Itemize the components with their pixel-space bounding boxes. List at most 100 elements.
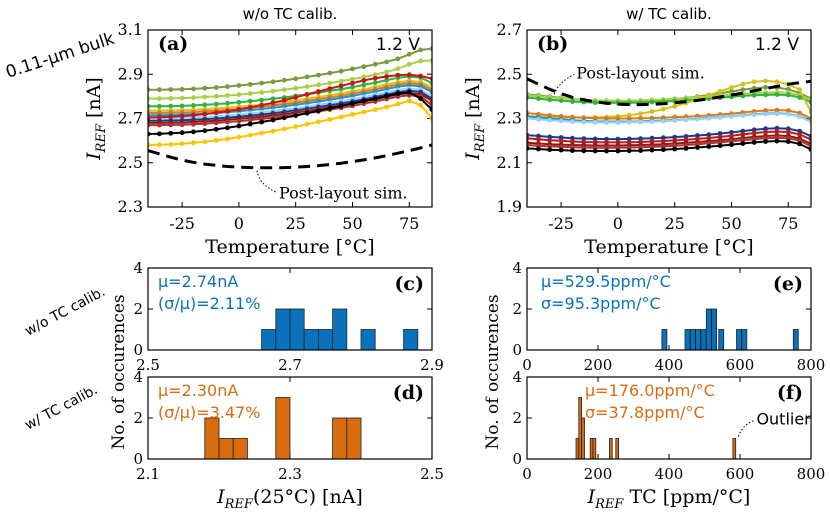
histogram-bar — [741, 329, 748, 351]
histogram-bar — [581, 417, 585, 460]
series-point-s13 — [179, 141, 185, 147]
series-point-s7 — [649, 119, 655, 124]
x-axis-label: Temperature [°C] — [205, 236, 374, 258]
y-tick-label: 2.5 — [118, 153, 143, 172]
series-point-s12 — [536, 146, 541, 152]
series-point-s9 — [740, 132, 746, 137]
series-point-s2 — [327, 80, 333, 86]
series-point-s3 — [558, 98, 564, 103]
histogram-bar — [218, 438, 234, 460]
series-point-s1 — [785, 86, 791, 92]
series-point-s9 — [168, 114, 174, 120]
series-point-s8 — [626, 136, 632, 142]
histogram-bar — [711, 308, 717, 351]
series-point-s1 — [327, 70, 333, 76]
series-point-s8 — [729, 130, 734, 135]
y-tick-label: 4 — [512, 368, 522, 386]
series-point-s3 — [236, 99, 242, 105]
series-point-s6 — [350, 93, 355, 99]
stat-mean: µ=529.5ppm/°C — [541, 272, 671, 291]
series-point-s12 — [649, 147, 655, 153]
x-tick-label: 2.9 — [420, 356, 444, 374]
histogram-bar — [695, 329, 701, 351]
y-tick-label: 3.1 — [118, 20, 143, 39]
series-point-s2 — [304, 84, 310, 89]
series-point-s12 — [683, 146, 689, 151]
series-point-s12 — [604, 148, 609, 154]
supply-voltage-label: 1.2 V — [755, 35, 799, 55]
series-point-s3 — [570, 99, 575, 104]
series-point-s3 — [536, 96, 541, 101]
x-tick-label: 2.1 — [136, 465, 160, 483]
series-point-s9 — [536, 136, 541, 142]
series-point-s13 — [395, 101, 401, 107]
series-point-s12 — [384, 93, 389, 99]
series-point-s12 — [157, 131, 162, 137]
series-point-s12 — [406, 90, 412, 95]
series-point-s3 — [157, 103, 162, 109]
stat-spread: (σ/µ)=2.11% — [158, 294, 260, 313]
series-point-s9 — [763, 129, 768, 135]
series-point-s9 — [270, 100, 276, 106]
axes-frame — [147, 376, 433, 460]
series-point-s3 — [259, 97, 264, 103]
series-point-s2 — [406, 61, 412, 67]
series-point-s2 — [259, 90, 264, 95]
series-point-s6 — [316, 99, 321, 104]
row-label-wo-tc: w/o TC calib. — [22, 284, 108, 340]
series-point-s3 — [247, 98, 253, 104]
histogram-bar — [589, 438, 594, 460]
series-point-s13 — [168, 142, 174, 147]
series-point-s7 — [774, 111, 780, 117]
series-point-s9 — [338, 83, 344, 89]
x-tick-label: 800 — [797, 465, 826, 483]
series-point-s2 — [281, 87, 287, 93]
series-point-s7 — [797, 114, 802, 120]
x-tick-label: 75 — [778, 214, 798, 233]
series-point-s3 — [384, 77, 389, 83]
axes-frame — [147, 29, 433, 208]
series-point-s12 — [751, 140, 757, 145]
x-tick-label: 0 — [522, 356, 532, 374]
series-point-s11 — [236, 118, 242, 124]
panel-label: (a) — [158, 33, 188, 55]
series-point-s9 — [304, 92, 310, 97]
sim-annotation: Post-layout sim. — [279, 184, 408, 203]
series-point-s9 — [592, 139, 598, 145]
series-point-s4 — [717, 88, 723, 94]
series-point-s8 — [558, 135, 564, 140]
process-label: 0.11-µm bulk — [3, 29, 117, 83]
series-point-s11 — [706, 140, 712, 146]
panel-title: w/ TC calib. — [626, 5, 712, 23]
histogram-bar — [609, 438, 613, 460]
series-point-s9 — [247, 105, 253, 110]
series-point-s12 — [729, 142, 734, 148]
series-point-s2 — [168, 96, 174, 101]
series-point-s11 — [570, 144, 575, 150]
series-point-s3 — [592, 100, 598, 105]
series-point-s1 — [372, 61, 378, 67]
x-tick-label: 800 — [797, 356, 826, 374]
series-point-s8 — [740, 128, 746, 134]
series-point-s13 — [361, 109, 367, 115]
series-point-s3 — [191, 103, 196, 108]
series-point-s12 — [418, 96, 423, 101]
series-point-s11 — [179, 122, 185, 128]
panel-e-histogram: 0 200 400 600 800 0 2 4 (e) µ=529.5ppm/°C σ=95.3pp… — [512, 259, 825, 374]
x-tick-label: 600 — [726, 356, 755, 374]
series-point-s6 — [259, 106, 264, 112]
series-point-s9 — [581, 139, 587, 145]
histogram-bar — [732, 438, 737, 460]
series-point-s9 — [213, 110, 219, 116]
series-point-s6 — [372, 89, 378, 94]
series-point-s9 — [717, 134, 723, 140]
series-point-s2 — [338, 78, 344, 84]
series-line-s11 — [527, 136, 811, 149]
series-point-s11 — [797, 138, 802, 144]
series-point-s1 — [202, 85, 208, 91]
series-point-s7 — [558, 118, 564, 124]
x-tick-label: 25 — [665, 214, 685, 233]
y-tick-label: 2 — [133, 300, 143, 318]
series-point-s12 — [350, 101, 355, 106]
series-point-s11 — [558, 144, 564, 150]
